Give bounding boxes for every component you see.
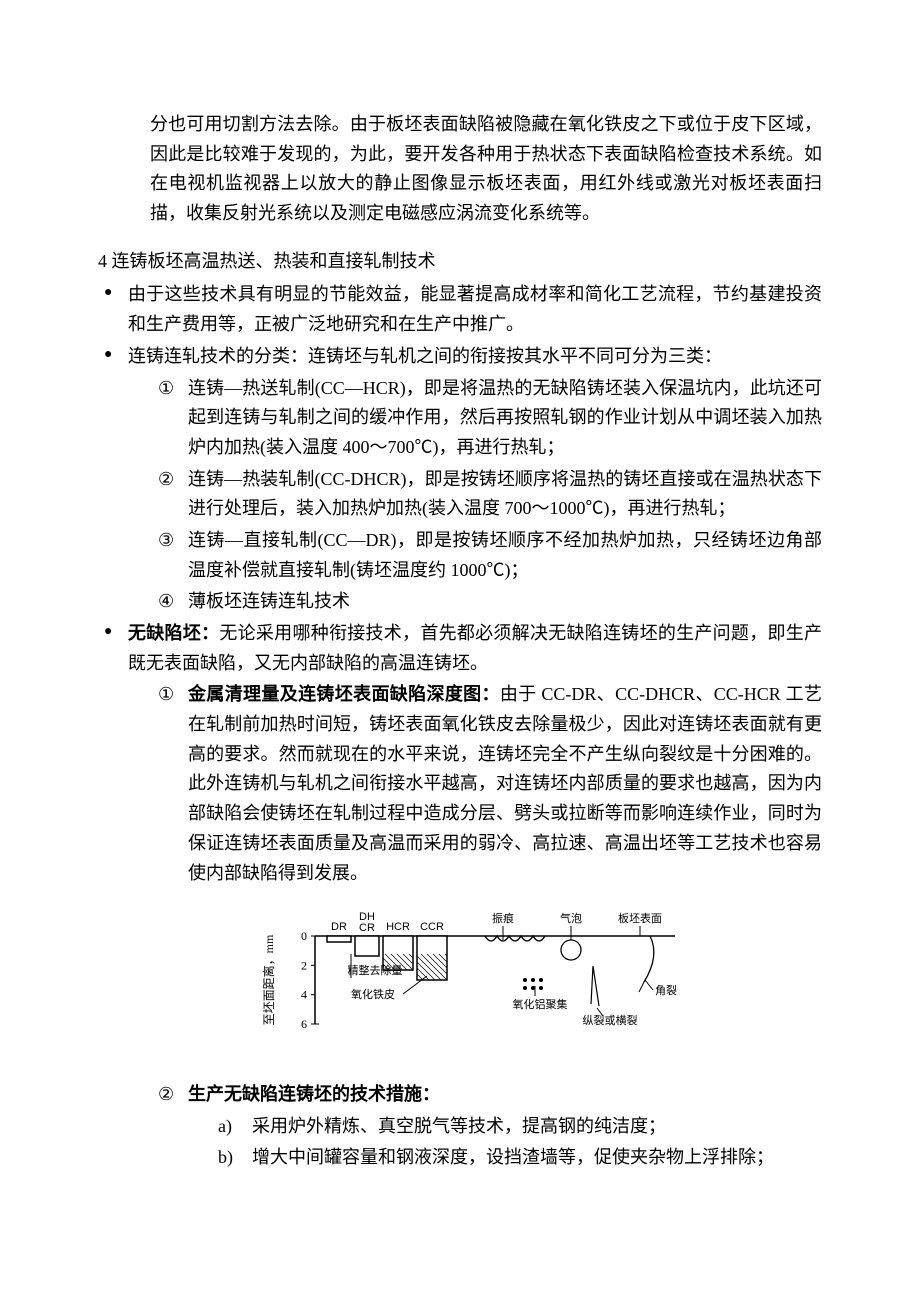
circle-number-icon: ② (158, 1080, 174, 1110)
section-4-title: 4 连铸板坯高温热送、热装和直接轧制技术 (98, 247, 822, 277)
svg-text:至坯面距离，mm: 至坯面距离，mm (261, 934, 276, 1025)
item-text: 连铸—热送轧制(CC—HCR)，即是将温热的无缺陷铸坯装入保温坑内，此坑还可起到… (188, 378, 822, 457)
numbered-list: ① 连铸—热送轧制(CC—HCR)，即是将温热的无缺陷铸坯装入保温坑内，此坑还可… (128, 374, 822, 618)
numbered-item: ③ 连铸—直接轧制(CC—DR)，即是按铸坯顺序不经加热炉加热，只经铸坯边角部温… (158, 526, 822, 585)
svg-text:4: 4 (301, 988, 307, 1002)
continuation-paragraph: 分也可用切割方法去除。由于板坯表面缺陷被隐藏在氧化铁皮之下或位于皮下区域，因此是… (98, 110, 822, 229)
svg-text:板坯表面: 板坯表面 (618, 911, 662, 925)
circle-number-icon: ① (158, 374, 174, 404)
bullet-item: 无缺陷坯：无论采用哪种衔接技术，首先都必须解决无缺陷连铸坯的生产问题，即生产既无… (98, 619, 822, 1173)
svg-text:振痕: 振痕 (492, 911, 514, 925)
item-text: 连铸—直接轧制(CC—DR)，即是按铸坯顺序不经加热炉加热，只经铸坯边角部温度补… (188, 530, 822, 580)
svg-text:2: 2 (301, 959, 307, 973)
bold-term: 生产无缺陷连铸坯的技术措施： (188, 1084, 440, 1104)
alpha-label: a) (218, 1112, 232, 1142)
numbered-list: ① 金属清理量及连铸坯表面缺陷深度图：由于 CC-DR、CC-DHCR、CC-H… (128, 680, 822, 888)
bullet-list: 由于这些技术具有明显的节能效益，能显著提高成材率和简化工艺流程，节约基建投资和生… (98, 280, 822, 1173)
alpha-label: b) (218, 1143, 233, 1173)
circle-number-icon: ① (158, 680, 174, 710)
svg-text:氧化铁皮: 氧化铁皮 (351, 987, 395, 1001)
item-text: 采用炉外精炼、真空脱气等技术，提高钢的纯洁度； (252, 1116, 666, 1136)
bullet-item: 由于这些技术具有明显的节能效益，能显著提高成材率和简化工艺流程，节约基建投资和生… (98, 280, 822, 339)
svg-text:DR: DR (331, 921, 347, 933)
svg-text:纵裂或横裂: 纵裂或横裂 (583, 1013, 638, 1027)
alpha-item: b) 增大中间罐容量和钢液深度，设挡渣墙等，促使夹杂物上浮排除； (218, 1143, 822, 1173)
alpha-list: a) 采用炉外精炼、真空脱气等技术，提高钢的纯洁度； b) 增大中间罐容量和钢液… (188, 1112, 822, 1173)
alpha-item: a) 采用炉外精炼、真空脱气等技术，提高钢的纯洁度； (218, 1112, 822, 1142)
numbered-item: ④ 薄板坯连铸连轧技术 (158, 587, 822, 617)
diagram-svg: 0246至坯面距离，mmDRDHCRHCRCCR精整去除量氧化铁皮振痕气泡板坯表… (255, 902, 695, 1052)
bullet-text: 连铸连轧技术的分类：连铸坯与轧机之间的衔接按其水平不同可分为三类： (128, 346, 722, 366)
bullet-item: 连铸连轧技术的分类：连铸坯与轧机之间的衔接按其水平不同可分为三类： ① 连铸—热… (98, 342, 822, 617)
numbered-item: ① 金属清理量及连铸坯表面缺陷深度图：由于 CC-DR、CC-DHCR、CC-H… (158, 680, 822, 888)
svg-text:HCR: HCR (386, 921, 410, 933)
item-text: 连铸—热装轧制(CC-DHCR)，即是按铸坯顺序将温热的铸坯直接或在温热状态下进… (188, 469, 822, 519)
svg-text:CCR: CCR (420, 921, 444, 933)
circle-number-icon: ③ (158, 526, 174, 556)
svg-text:0: 0 (301, 929, 307, 943)
item-text: 增大中间罐容量和钢液深度，设挡渣墙等，促使夹杂物上浮排除； (252, 1147, 774, 1167)
numbered-item: ② 连铸—热装轧制(CC-DHCR)，即是按铸坯顺序将温热的铸坯直接或在温热状态… (158, 465, 822, 524)
document-page: 分也可用切割方法去除。由于板坯表面缺陷被隐藏在氧化铁皮之下或位于皮下区域，因此是… (0, 0, 920, 1215)
defect-depth-diagram: 0246至坯面距离，mmDRDHCRHCRCCR精整去除量氧化铁皮振痕气泡板坯表… (128, 902, 822, 1062)
svg-text:6: 6 (301, 1017, 307, 1031)
numbered-item: ② 生产无缺陷连铸坯的技术措施： a) 采用炉外精炼、真空脱气等技术，提高钢的纯… (158, 1080, 822, 1173)
circle-number-icon: ② (158, 465, 174, 495)
item-text: 薄板坯连铸连轧技术 (188, 591, 350, 611)
svg-text:CR: CR (359, 922, 375, 934)
bold-term: 金属清理量及连铸坯表面缺陷深度图： (188, 684, 500, 704)
svg-text:精整去除量: 精整去除量 (348, 963, 403, 977)
numbered-item: ① 连铸—热送轧制(CC—HCR)，即是将温热的无缺陷铸坯装入保温坑内，此坑还可… (158, 374, 822, 463)
bullet-text: 无论采用哪种衔接技术，首先都必须解决无缺陷连铸坯的生产问题，即生产既无表面缺陷，… (128, 623, 822, 673)
svg-text:角裂: 角裂 (655, 984, 677, 997)
numbered-list: ② 生产无缺陷连铸坯的技术措施： a) 采用炉外精炼、真空脱气等技术，提高钢的纯… (128, 1080, 822, 1173)
circle-number-icon: ④ (158, 587, 174, 617)
svg-text:气泡: 气泡 (560, 911, 582, 925)
item-text: 由于 CC-DR、CC-DHCR、CC-HCR 工艺在轧制前加热时间短，铸坯表面… (188, 684, 822, 882)
svg-text:氧化铝聚集: 氧化铝聚集 (513, 997, 568, 1011)
bold-term: 无缺陷坯： (128, 623, 219, 643)
